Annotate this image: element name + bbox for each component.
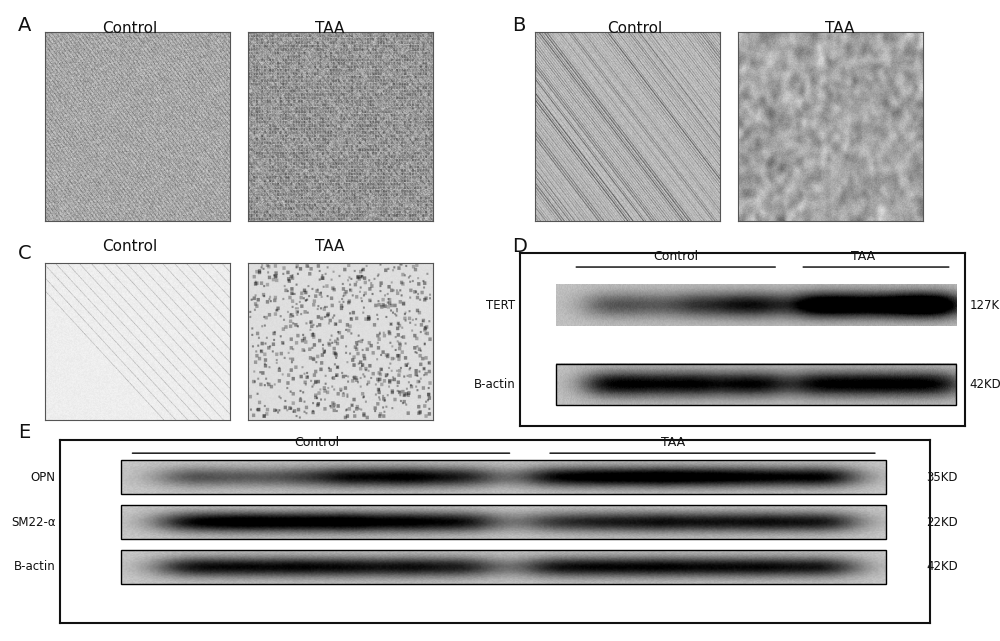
Text: 22KD: 22KD [927, 516, 958, 529]
Text: D: D [512, 237, 527, 256]
Bar [121, 460, 886, 494]
Text: E: E [18, 423, 30, 442]
Text: TAA: TAA [825, 21, 855, 36]
Bar [121, 505, 886, 539]
Text: TAA: TAA [315, 21, 345, 36]
Text: TERT: TERT [486, 299, 516, 312]
Bar [556, 364, 956, 406]
Text: B-actin: B-actin [14, 560, 56, 574]
Text: B: B [512, 16, 525, 35]
Text: B-actin: B-actin [474, 378, 516, 391]
Bar [121, 550, 886, 584]
Text: SM22-α: SM22-α [11, 516, 56, 529]
Text: Control: Control [294, 436, 339, 449]
Text: 42KD: 42KD [969, 378, 1000, 391]
Text: TAA: TAA [661, 436, 685, 449]
Text: Control: Control [102, 239, 158, 254]
Text: TAA: TAA [851, 250, 875, 263]
Text: OPN: OPN [31, 471, 56, 485]
Text: TAA: TAA [315, 239, 345, 254]
Text: Control: Control [653, 250, 698, 263]
Text: 127KD: 127KD [969, 299, 1000, 312]
Text: 42KD: 42KD [927, 560, 958, 574]
Text: Control: Control [102, 21, 158, 36]
Text: C: C [18, 244, 32, 263]
Text: Control: Control [607, 21, 663, 36]
Text: 35KD: 35KD [927, 471, 958, 485]
Text: A: A [18, 16, 31, 35]
